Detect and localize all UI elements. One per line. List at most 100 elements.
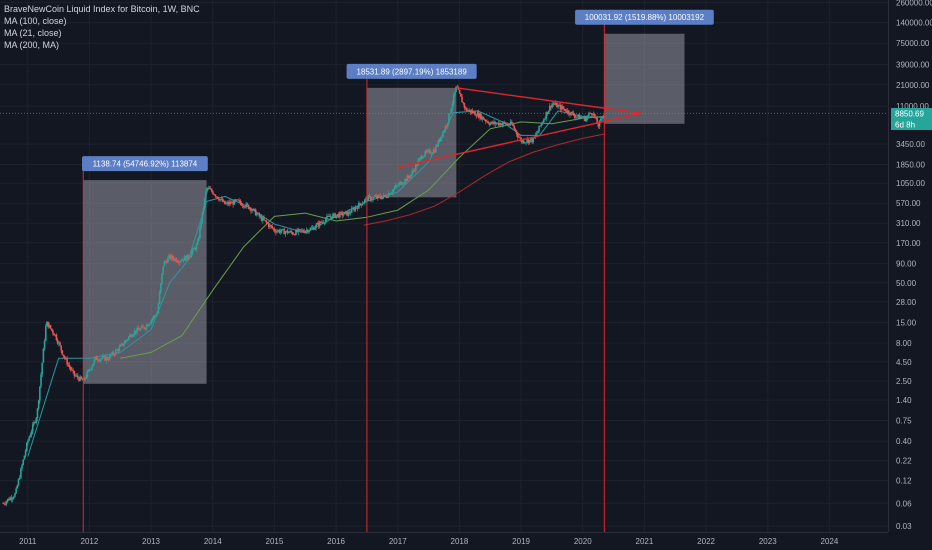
candle-body [3, 503, 6, 505]
candle-body [535, 133, 538, 135]
candle-body [67, 364, 70, 366]
candle-body [244, 207, 246, 208]
candle-body [2, 503, 4, 505]
candle-body [471, 110, 474, 114]
candle-body [248, 207, 251, 209]
indicator-ma200[interactable]: MA (200, MA) [4, 40, 60, 50]
candle-body [314, 227, 316, 230]
candle-body [63, 356, 66, 359]
indicator-ma100[interactable]: MA (100, close) [4, 16, 67, 26]
candle-body [80, 376, 83, 379]
candle-body [573, 115, 576, 118]
current-price-tag [891, 108, 932, 119]
candle-body [145, 324, 148, 329]
price-tick-label: 75000.00 [896, 39, 930, 48]
candle-body [241, 205, 244, 207]
candle-body [413, 170, 416, 172]
candle-body [400, 182, 403, 185]
candle-body [592, 113, 595, 115]
candle-body [21, 464, 23, 469]
time-axis[interactable]: 2011 2012 2013 2014 2015 2016 2017 2018 2019 2020… [0, 532, 888, 547]
candle-body [110, 355, 112, 356]
price-tick-label: 1.40 [896, 396, 912, 405]
candle-body [410, 174, 412, 178]
candle-body [454, 91, 456, 96]
candle-body [497, 122, 500, 126]
candle-body [324, 219, 327, 223]
candle-body [261, 217, 264, 221]
price-tick-label: 260000.00 [896, 0, 932, 7]
candle-body [465, 108, 468, 111]
candle-body [85, 377, 87, 379]
candle-body [302, 229, 304, 232]
price-tick-label: 3450.00 [896, 140, 925, 149]
time-tick-label: 2015 [266, 537, 284, 546]
candle-body [305, 229, 308, 231]
candle-body [99, 359, 102, 361]
candle-body [42, 348, 45, 363]
indicator-ma21[interactable]: MA (21, close) [4, 28, 62, 38]
candle-body [426, 150, 429, 152]
candle-body [215, 196, 218, 198]
candle-body [371, 199, 373, 201]
candle-body [8, 498, 10, 501]
measurement-label-box-3 [575, 9, 714, 25]
candle-body [73, 370, 76, 376]
candle-body [396, 185, 398, 187]
price-axis[interactable]: 260000.00 140000.00 75000.00 39000.00 21000.… [888, 0, 932, 532]
candle-body [84, 377, 86, 379]
candle-body [316, 222, 319, 225]
candle-body [231, 201, 233, 204]
candle-body [280, 229, 283, 232]
candle-body [229, 201, 232, 204]
candle-body [74, 375, 77, 377]
price-tags: 8850.69 6d 8h [891, 108, 932, 130]
candle-body [576, 116, 578, 118]
candle-body [116, 349, 118, 351]
candle-body [189, 256, 192, 258]
candle-body [35, 418, 38, 423]
candle-body [518, 137, 520, 138]
candle-body [414, 164, 417, 171]
candle-body [303, 231, 306, 233]
candle-body [360, 204, 363, 206]
candle-body [259, 216, 262, 217]
candle-body [490, 121, 493, 124]
candle-body [98, 360, 100, 362]
candle-body [601, 118, 603, 120]
candle-body [571, 111, 574, 113]
measurement-box-2 [366, 87, 457, 198]
candle-body [533, 137, 536, 139]
candle-body [394, 185, 397, 188]
candle-body [68, 364, 71, 368]
candle-body [206, 188, 208, 192]
chart-title[interactable]: BraveNewCoin Liquid Index for Bitcoin, 1… [4, 4, 200, 14]
candlesticks [2, 84, 606, 507]
candle-body [260, 216, 263, 221]
candle-body [129, 334, 131, 337]
candle-body [461, 96, 463, 103]
candle-body [499, 123, 501, 126]
candle-body [569, 113, 571, 116]
candle-body [251, 210, 253, 212]
candle-body [169, 255, 172, 259]
candle-body [347, 211, 349, 216]
candle-body [27, 440, 29, 443]
candle-body [150, 320, 153, 324]
candle-body [205, 191, 207, 199]
candle-body [565, 111, 568, 113]
candle-body [537, 131, 539, 134]
candle-body [543, 119, 545, 123]
candle-body [263, 217, 265, 220]
candle-body [558, 104, 561, 106]
price-tick-label: 15.00 [896, 318, 917, 327]
candle-body [359, 202, 361, 205]
candle-body [177, 261, 180, 263]
candle-body [216, 196, 219, 199]
candle-body [581, 117, 583, 119]
candle-body [416, 164, 418, 166]
candle-body [367, 196, 370, 201]
candle-body [329, 216, 332, 218]
candle-body [114, 350, 117, 355]
